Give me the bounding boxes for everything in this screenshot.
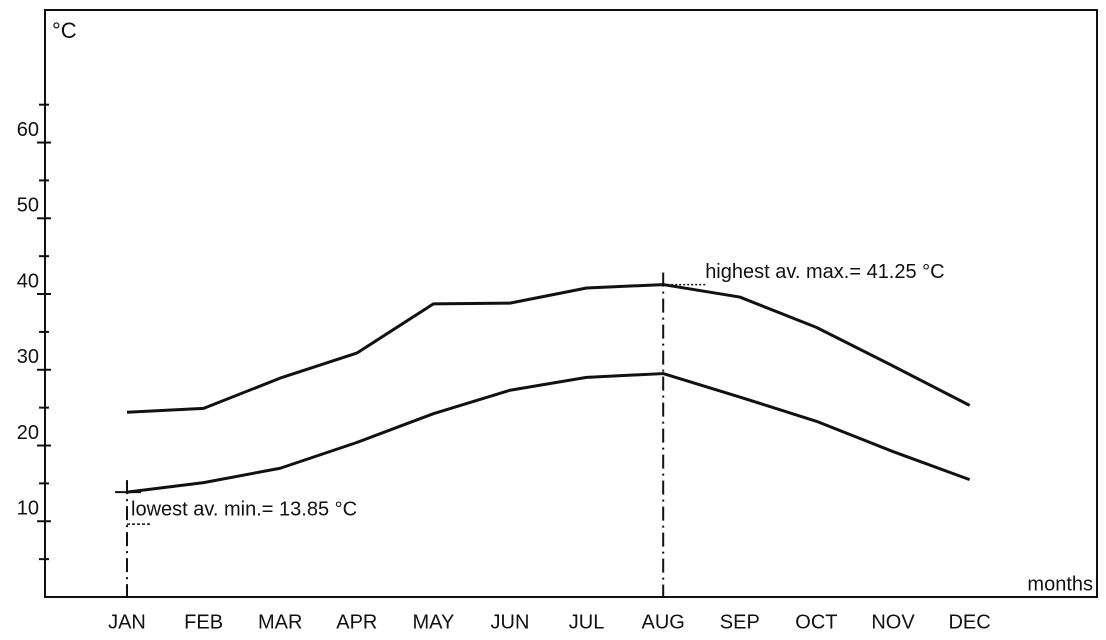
annotation: highest av. max.= 41.25 °C [705,261,944,283]
x-tick-label: MAR [258,611,302,633]
y-tick-label: 10 [17,498,39,520]
y-axis-label: °C [52,18,77,43]
x-tick-label: OCT [795,611,837,633]
x-tick-label: SEP [720,611,760,633]
x-tick-label: FEB [184,611,223,633]
y-tick-label: 20 [17,422,39,444]
annotation: lowest av. min.= 13.85 °C [131,498,357,520]
x-tick-label: JUN [491,611,530,633]
x-tick-label: APR [336,611,377,633]
x-tick-label: MAY [412,611,454,633]
line [126,283,971,414]
line [126,372,971,494]
y-tick-label: 50 [17,195,39,217]
y-tick-label: 60 [17,119,39,141]
x-tick-label: DEC [948,611,990,633]
y-tick-label: 30 [17,346,39,368]
frame [44,9,1098,598]
x-tick-label: JAN [108,611,146,633]
x-tick-label: JUL [569,611,605,633]
x-axis-label: months [1027,573,1093,595]
y-tick-label: 40 [17,270,39,292]
x-tick-label: NOV [871,611,915,633]
x-tick-label: AUG [642,611,685,633]
